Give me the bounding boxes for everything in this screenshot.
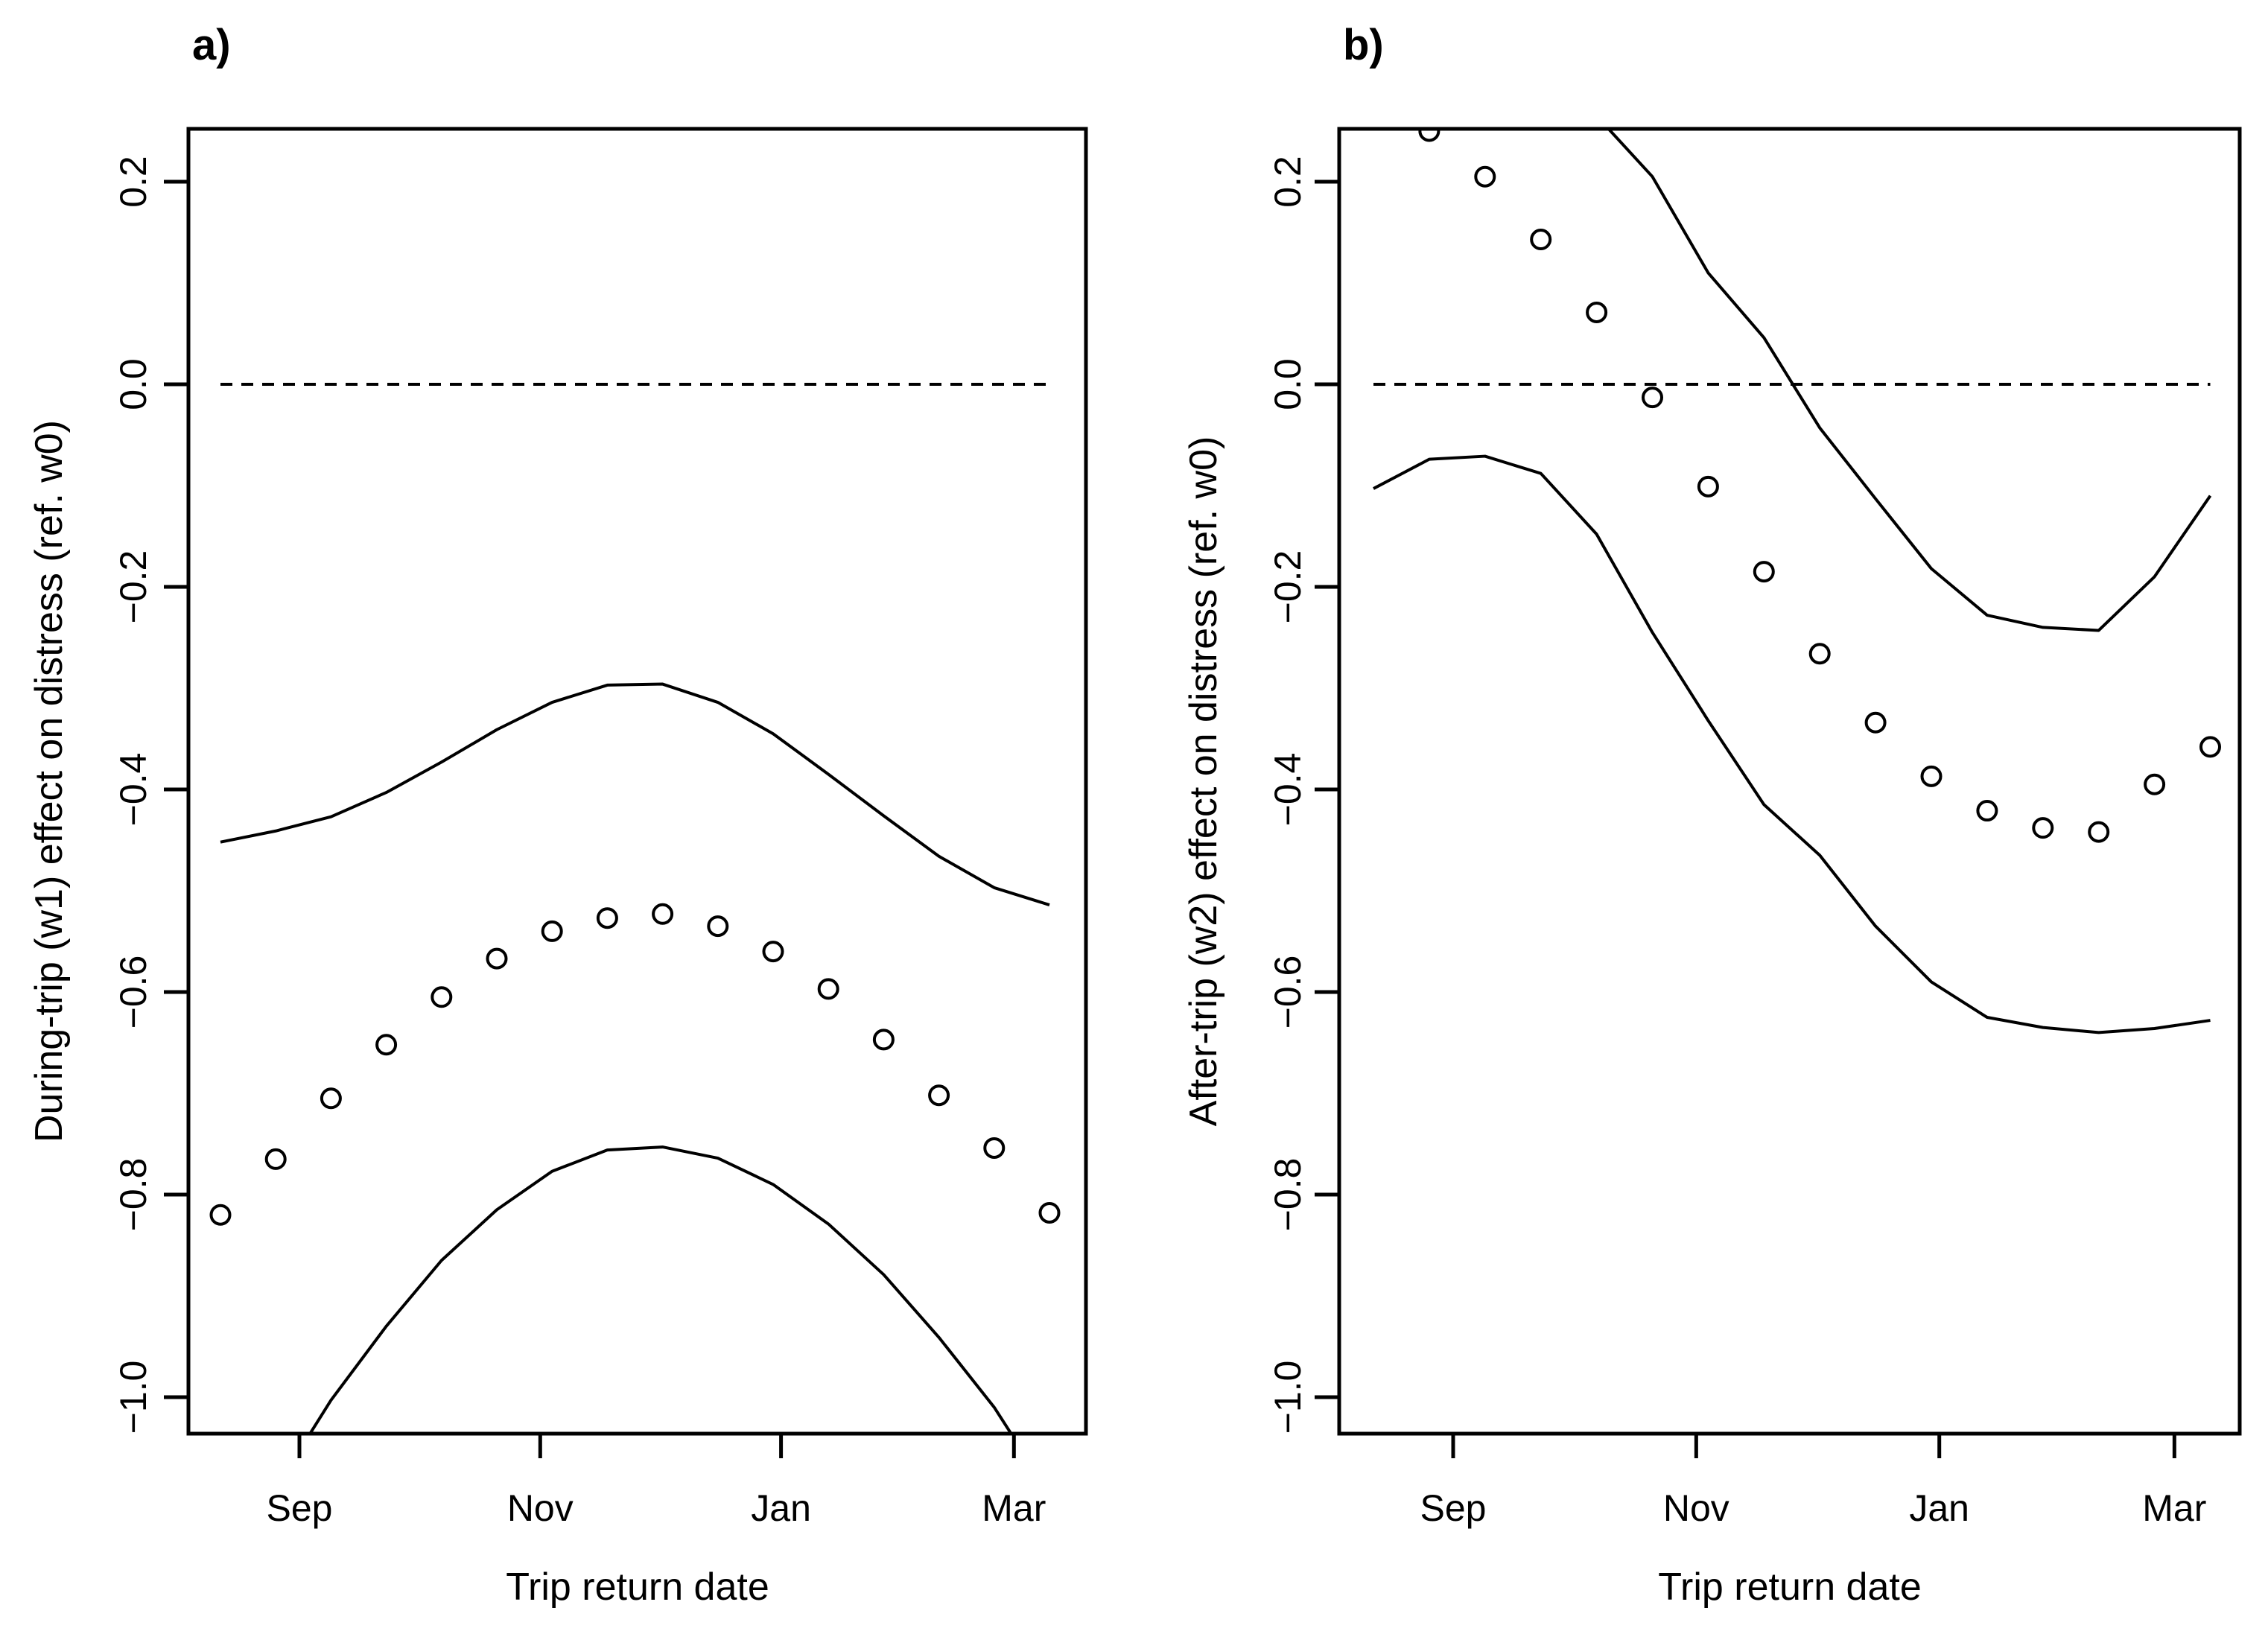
estimate-point bbox=[817, 978, 839, 1000]
y-tick-label: −1.0 bbox=[112, 1361, 154, 1434]
plot-box bbox=[186, 127, 1088, 1436]
panel-b: Sep Nov Jan Mar 0.2 0.0 −0.2 −0.4 −0.6 −0.8 −1.0 b)… bbox=[1182, 21, 2242, 1609]
estimate-point bbox=[264, 1148, 287, 1170]
estimate-point bbox=[983, 1137, 1006, 1159]
estimate-point bbox=[431, 986, 453, 1008]
y-tick-label: −1.0 bbox=[1267, 1361, 1309, 1434]
estimate-point bbox=[596, 907, 618, 929]
estimate-point bbox=[762, 941, 784, 963]
estimate-point bbox=[1038, 1201, 1061, 1224]
estimate-point bbox=[1642, 387, 1663, 409]
y-tick-label: −0.4 bbox=[112, 753, 154, 827]
estimate-point bbox=[1530, 229, 1552, 251]
x-tick-label: Sep bbox=[267, 1487, 333, 1529]
y-tick-label: −0.6 bbox=[112, 956, 154, 1029]
x-tick-label: Mar bbox=[982, 1487, 1046, 1529]
x-tick-label: Jan bbox=[751, 1487, 811, 1529]
estimate-point bbox=[486, 947, 508, 970]
estimate-point bbox=[1365, 81, 1383, 100]
ci-upper-line bbox=[1606, 129, 2212, 632]
estimate-point bbox=[1474, 165, 1496, 188]
x-tick-label: Nov bbox=[507, 1487, 574, 1529]
estimate-point bbox=[320, 1087, 342, 1110]
x-tick-label: Nov bbox=[1663, 1487, 1729, 1529]
y-tick-label: 0.0 bbox=[112, 358, 154, 410]
y-tick-label: 0.0 bbox=[1267, 358, 1309, 410]
y-axis-title: After-trip (w2) effect on distress (ref.… bbox=[1182, 436, 1225, 1127]
estimate-point bbox=[872, 1029, 895, 1051]
estimate-point bbox=[1920, 765, 1943, 787]
y-tick-label: −0.2 bbox=[112, 550, 154, 624]
x-tick-label: Mar bbox=[2142, 1487, 2206, 1529]
estimate-point bbox=[1697, 475, 1719, 497]
y-tick-label: −0.8 bbox=[1267, 1158, 1309, 1232]
estimate-point bbox=[707, 915, 729, 938]
estimate-point bbox=[652, 903, 674, 925]
y-tick-label: −0.8 bbox=[112, 1158, 154, 1232]
x-axis-title: Trip return date bbox=[1658, 1565, 1922, 1609]
y-tick-label: 0.2 bbox=[112, 156, 154, 208]
estimate-point bbox=[2088, 821, 2110, 843]
estimate-point bbox=[1976, 800, 1998, 822]
panel-label: a) bbox=[192, 21, 231, 69]
ci-lower-line bbox=[308, 1145, 1013, 1434]
estimate-point bbox=[2144, 773, 2166, 795]
estimate-point bbox=[1864, 711, 1887, 734]
estimate-point bbox=[209, 1204, 232, 1226]
ci-upper-line bbox=[220, 682, 1050, 906]
estimate-point bbox=[2199, 736, 2221, 758]
estimate-point bbox=[1808, 643, 1831, 665]
estimate-point bbox=[541, 920, 563, 942]
y-tick-label: −0.4 bbox=[1267, 753, 1309, 827]
panel-a: Sep Nov Jan Mar 0.2 0.0 −0.2 −0.4 −0.6 −0.8 −1.0 a)… bbox=[28, 21, 1088, 1609]
ci-lower-line bbox=[1373, 454, 2211, 1034]
panel-label: b) bbox=[1343, 21, 1384, 69]
estimate-point bbox=[1753, 561, 1775, 583]
x-tick-label: Sep bbox=[1420, 1487, 1487, 1529]
estimate-point bbox=[1418, 129, 1440, 142]
x-axis-title: Trip return date bbox=[506, 1565, 769, 1609]
estimate-point bbox=[375, 1034, 398, 1056]
y-tick-label: −0.2 bbox=[1267, 550, 1309, 624]
estimate-point bbox=[2032, 817, 2054, 839]
y-axis-title: During-trip (w1) effect on distress (ref… bbox=[28, 420, 71, 1142]
y-tick-label: −0.6 bbox=[1267, 956, 1309, 1029]
y-tick-label: 0.2 bbox=[1267, 156, 1309, 208]
estimate-point bbox=[928, 1084, 950, 1107]
plot-box bbox=[1337, 127, 2242, 1436]
estimate-point bbox=[1586, 301, 1608, 323]
x-tick-label: Jan bbox=[1909, 1487, 1969, 1529]
